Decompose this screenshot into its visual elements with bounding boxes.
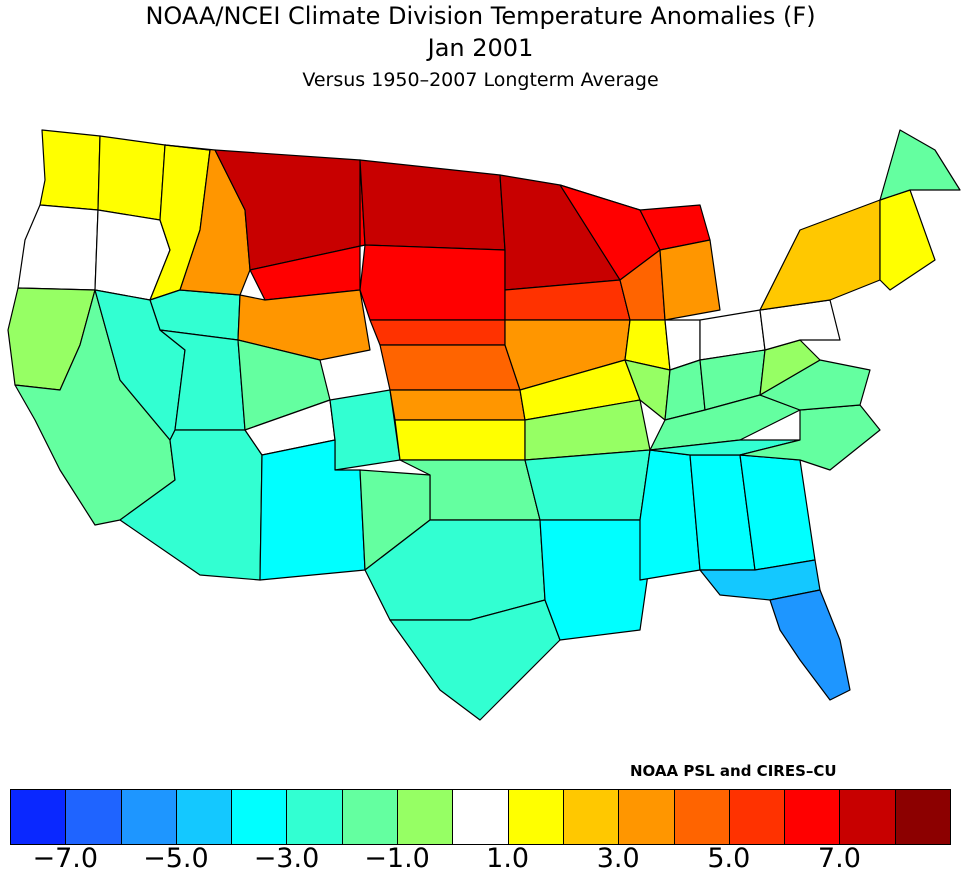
colorbar-swatch-16 xyxy=(894,789,952,845)
colorbar-swatch-0 xyxy=(10,789,67,845)
region-nebraska-north xyxy=(369,319,506,346)
colorbar-tick-label: 1.0 xyxy=(486,843,530,874)
region-colorado-east xyxy=(329,389,401,471)
colorbar-tick-label: −1.0 xyxy=(364,843,430,874)
colorbar-swatch-2 xyxy=(120,789,177,845)
region-carolinas xyxy=(739,404,881,471)
region-texas-south xyxy=(389,599,561,721)
colorbar-swatch-6 xyxy=(341,789,399,845)
region-washington-east xyxy=(97,135,166,221)
colorbar-tick-label: −7.0 xyxy=(32,843,99,874)
map-baseline-note: Versus 1950–2007 Longterm Average xyxy=(302,69,659,91)
colorbar-swatch-15 xyxy=(839,789,896,845)
region-washington-west xyxy=(39,129,101,211)
region-north-dakota xyxy=(359,159,506,251)
colorbar-swatch-12 xyxy=(673,789,730,845)
region-nebraska-south xyxy=(379,344,521,391)
colorbar-tick-label: 3.0 xyxy=(596,843,640,874)
colorbar-swatch-11 xyxy=(618,789,675,845)
colorbar-tick-label: 5.0 xyxy=(707,843,751,874)
credit-label: NOAA PSL and CIRES–CU xyxy=(630,762,837,780)
region-new-york xyxy=(759,199,881,311)
colorbar-swatch-13 xyxy=(728,789,786,845)
colorbar-swatch-7 xyxy=(397,789,454,845)
colorbar-swatch-4 xyxy=(231,789,288,845)
colorbar-swatch-3 xyxy=(175,789,233,845)
climate-division-regions xyxy=(7,129,961,721)
colorbar-swatch-9 xyxy=(507,789,564,845)
colorbar-tick-label: −3.0 xyxy=(253,843,320,874)
colorbar-swatch-5 xyxy=(286,789,343,845)
map-title: NOAA/NCEI Climate Division Temperature A… xyxy=(145,2,816,30)
colorbar-tick-label: 7.0 xyxy=(817,843,861,874)
colorbar-swatch-1 xyxy=(65,789,122,845)
region-arkansas xyxy=(524,449,651,521)
region-michigan-lower xyxy=(659,239,721,321)
colorbar xyxy=(10,789,952,845)
us-anomaly-map xyxy=(7,129,961,721)
colorbar-swatch-10 xyxy=(562,789,620,845)
region-maine xyxy=(879,129,961,201)
region-louisiana xyxy=(539,519,651,641)
region-kansas-south xyxy=(394,419,526,461)
colorbar-swatch-14 xyxy=(784,789,841,845)
region-oregon-west xyxy=(17,204,99,291)
region-new-england xyxy=(879,189,936,291)
region-south-dakota xyxy=(359,244,506,321)
colorbar-tick-label: −5.0 xyxy=(143,843,209,874)
colorbar-swatch-8 xyxy=(452,789,509,845)
region-kansas-north xyxy=(389,389,526,421)
map-subtitle-month: Jan 2001 xyxy=(427,34,534,62)
region-florida-peninsula xyxy=(769,589,851,701)
